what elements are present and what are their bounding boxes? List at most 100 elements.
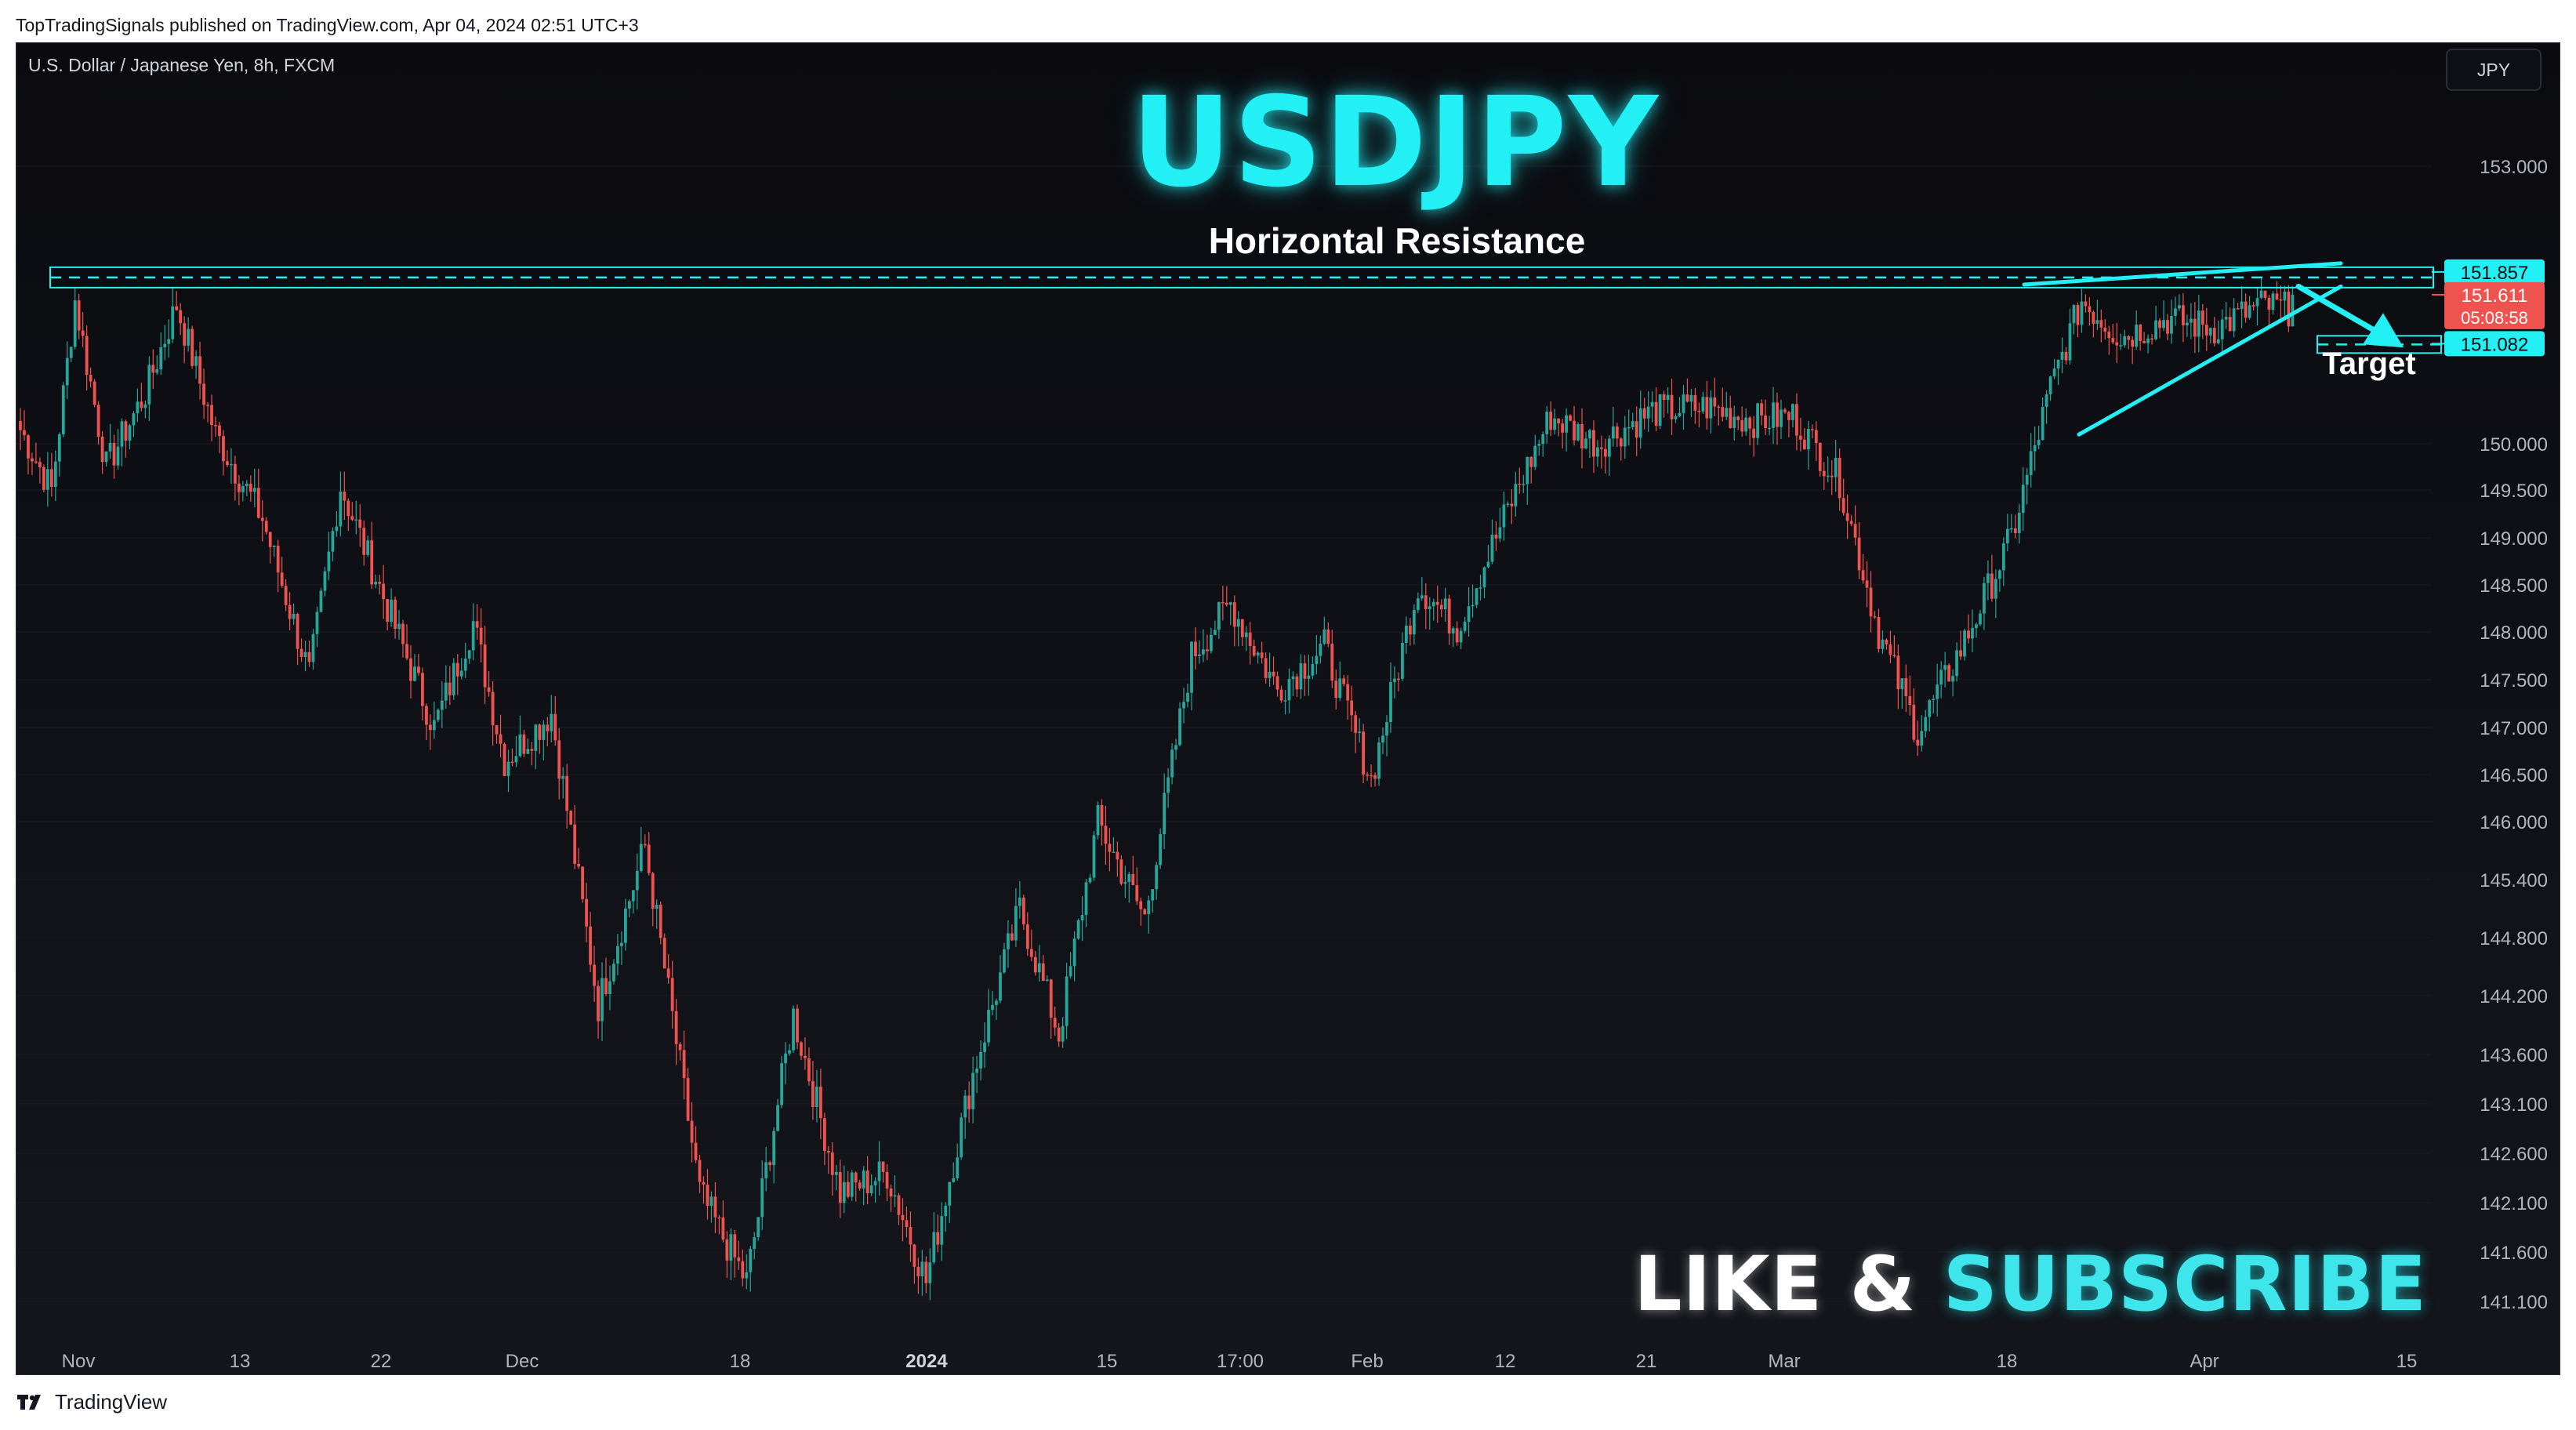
candle-body	[1021, 897, 1025, 925]
candle-body	[983, 1042, 986, 1052]
candle-body	[27, 435, 30, 459]
candle-body	[2212, 328, 2216, 343]
candle-body	[804, 1055, 807, 1058]
candle-body	[756, 1217, 760, 1237]
candle-body	[561, 775, 565, 779]
candle-body	[928, 1262, 932, 1283]
candle-body	[1603, 448, 1607, 457]
candle-body	[822, 1118, 826, 1152]
candle-body	[1892, 655, 1896, 656]
candle-body	[280, 572, 284, 586]
target-price-tag-box	[2444, 331, 2545, 357]
candle-body	[260, 517, 264, 521]
candle-body	[1764, 415, 1767, 429]
candle-body	[112, 442, 116, 466]
candle-body	[1443, 598, 1447, 610]
candle-body	[1221, 602, 1225, 604]
candle-body	[2275, 293, 2279, 299]
x-tick-label: Apr	[2190, 1351, 2219, 1372]
candle-body	[905, 1220, 909, 1228]
symbol-label: U.S. Dollar / Japanese Yen, 8h, FXCM	[28, 55, 336, 75]
candle-body	[2248, 305, 2251, 318]
candle-body	[550, 713, 553, 731]
candle-body	[179, 310, 183, 324]
chart-area[interactable]: 153.000 150.000 149.500 149.000 148.500 148.0…	[16, 42, 2560, 1375]
candle-body	[120, 421, 124, 447]
candle-body	[2076, 305, 2080, 325]
candle-body	[432, 720, 436, 731]
candle-body	[1408, 626, 1412, 635]
candle-body	[2216, 339, 2220, 343]
candle-body	[600, 978, 604, 1022]
candle-body	[1873, 616, 1877, 618]
candle-body	[1912, 704, 1916, 740]
candle-body	[506, 761, 510, 776]
candle-body	[597, 985, 600, 1022]
footer: TradingView	[16, 1386, 167, 1417]
candle-body	[1155, 865, 1159, 890]
candle-body	[1814, 430, 1818, 443]
candle-body	[1123, 882, 1127, 884]
candlestick-chart[interactable]: 153.000 150.000 149.500 149.000 148.500 148.0…	[16, 42, 2560, 1375]
candle-body	[784, 1053, 787, 1064]
candle-body	[315, 612, 319, 634]
candle-body	[1526, 456, 1529, 485]
candle-body	[1896, 655, 1900, 690]
candle-body	[2240, 301, 2244, 310]
candle-body	[1736, 416, 1740, 420]
candle-body	[1705, 397, 1709, 419]
candle-body	[2259, 290, 2263, 299]
candle-body	[61, 385, 65, 435]
candle-body	[171, 306, 175, 339]
candle-body	[1116, 851, 1119, 860]
candle-body	[2220, 319, 2224, 339]
candle-body	[429, 724, 432, 731]
candle-body	[1459, 630, 1463, 643]
candle-body	[495, 725, 499, 735]
candle-body	[1061, 1025, 1065, 1042]
candle-body	[1713, 397, 1717, 407]
candle-body	[1100, 804, 1104, 826]
candle-body	[530, 749, 534, 751]
candle-body	[2154, 320, 2157, 339]
candle-body	[760, 1178, 764, 1218]
candle-body	[1623, 427, 1627, 447]
candle-body	[1010, 933, 1014, 941]
candle-body	[721, 1217, 725, 1239]
candle-body	[1131, 873, 1135, 886]
candle-body	[124, 421, 128, 441]
candle-body	[503, 743, 506, 776]
y-tick-label: 144.200	[2480, 986, 2548, 1007]
candle-body	[1326, 629, 1330, 644]
candle-body	[163, 343, 167, 347]
candle-body	[218, 425, 221, 437]
candle-body	[1405, 626, 1408, 643]
footer-brand[interactable]: TradingView	[55, 1389, 168, 1414]
candle-body	[73, 300, 77, 347]
candle-body	[1670, 394, 1674, 419]
candle-body	[1478, 587, 1482, 589]
candle-body	[288, 604, 292, 619]
candle-body	[1057, 1027, 1061, 1042]
candle-body	[1240, 619, 1244, 637]
candle-body	[1967, 630, 1970, 639]
candle-body	[862, 1170, 865, 1189]
candle-body	[1264, 658, 1268, 678]
currency-button[interactable]: JPY	[2446, 49, 2542, 91]
candle-body	[639, 844, 643, 871]
candle-body	[1092, 835, 1096, 878]
candle-body	[1780, 409, 1783, 427]
candle-body	[780, 1063, 783, 1105]
candle-body	[960, 1117, 963, 1158]
candle-body	[1217, 602, 1221, 630]
candle-body	[1393, 678, 1396, 683]
candle-body	[1822, 470, 1826, 477]
candle-body	[350, 516, 354, 521]
candle-body	[1014, 906, 1018, 941]
y-tick-label: 143.100	[2480, 1094, 2548, 1116]
candle-body	[920, 1261, 924, 1277]
candle-body	[1772, 402, 1775, 428]
candle-body	[788, 1050, 791, 1054]
candle-body	[2200, 310, 2204, 325]
candle-body	[210, 405, 213, 426]
